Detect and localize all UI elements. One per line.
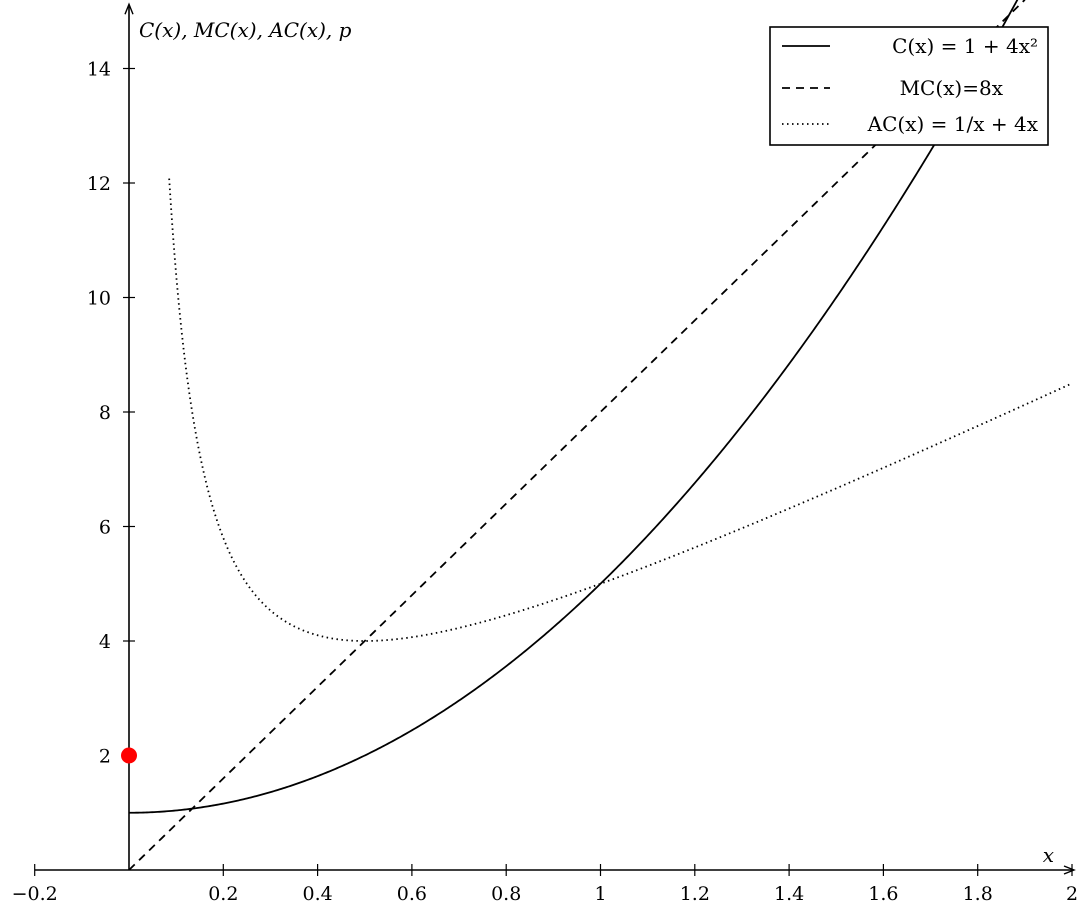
series-cost [129,0,1019,814]
x-tick-label: 0.4 [302,883,332,905]
y-axis-title: C(x), MC(x), AC(x), p [139,18,352,42]
legend-label-ac: AC(x) = 1/x + 4x [867,112,1039,136]
ticks-layer: −0.2 0.2 0.4 0.6 0.8 1 1.2 1.4 1.6 1.8 2 2 4 6 8 10 12 14 [12,59,1078,906]
legend-label-c: C(x) = 1 + 4x² [892,34,1038,58]
legend-label-mc: MC(x)=8x [900,76,1004,100]
y-tick-label: 10 [87,288,111,310]
x-tick-label: 1 [594,883,606,905]
y-tick-label: 14 [87,59,111,81]
y-tick-label: 4 [99,631,111,653]
x-tick-label: 0.2 [208,883,238,905]
x-tick-label: 1.2 [680,883,710,905]
y-tick-label: 8 [99,402,111,424]
axes-layer [34,2,1076,875]
marks-layer [121,747,137,764]
x-tick-label: 1.4 [774,883,804,905]
x-axis-title: x [1043,843,1054,867]
x-tick-label: 2 [1066,883,1078,905]
x-tick-label: 1.6 [868,883,898,905]
x-tick-label: −0.2 [12,883,58,905]
legend: C(x) = 1 + 4x² MC(x)=8x AC(x) = 1/x + 4x [769,26,1049,146]
y-tick-label: 6 [99,517,111,539]
y-tick-label: 12 [87,173,111,195]
y-axis-arrow [124,2,134,15]
series-average-cost [168,178,1073,642]
y-tick-label: 2 [99,746,111,768]
x-tick-label: 1.8 [963,883,993,905]
x-tick-label: 0.8 [491,883,521,905]
highlight-point [121,747,137,764]
x-axis-arrow [1063,865,1076,875]
x-tick-label: 0.6 [397,883,427,905]
